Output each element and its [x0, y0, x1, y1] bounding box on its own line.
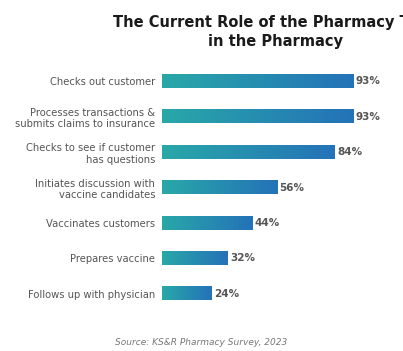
Title: The Current Role of the Pharmacy Tech
in the Pharmacy: The Current Role of the Pharmacy Tech in… — [113, 15, 403, 49]
Text: 93%: 93% — [355, 76, 380, 86]
Text: 32%: 32% — [230, 253, 255, 263]
Text: 24%: 24% — [214, 289, 239, 299]
Text: 84%: 84% — [337, 147, 362, 157]
Text: Source: KS&R Pharmacy Survey, 2023: Source: KS&R Pharmacy Survey, 2023 — [115, 338, 288, 347]
Text: 93%: 93% — [355, 112, 380, 122]
Text: 44%: 44% — [255, 218, 280, 228]
Text: 56%: 56% — [280, 183, 305, 192]
